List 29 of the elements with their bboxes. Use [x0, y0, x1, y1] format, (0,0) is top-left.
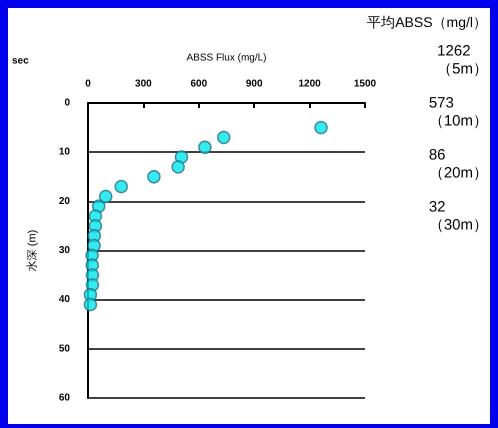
y-tick-label: 30	[58, 245, 70, 256]
y-tick-label: 0	[64, 98, 70, 108]
point	[147, 170, 161, 184]
y-tick-label: 50	[58, 343, 70, 354]
x-tick-label: 600	[190, 78, 208, 90]
x-tick-label: 300	[135, 78, 152, 90]
y-tick-label: 20	[58, 196, 70, 207]
x-tick-label: 900	[246, 78, 263, 90]
point	[198, 140, 212, 154]
point	[98, 190, 112, 204]
text: 32 （30m）	[428, 198, 488, 234]
text: 平均ABSS（mg/l）	[367, 14, 488, 30]
text: 573 （10m）	[428, 94, 488, 130]
point	[314, 120, 328, 134]
x-axis-title: ABSS Flux (mg/L)	[186, 52, 267, 64]
text: 1262 （5m）	[437, 42, 488, 78]
y-tick-label: 40	[58, 294, 70, 306]
y-tick-label: 10	[58, 146, 70, 158]
text: 86 （20m）	[428, 146, 488, 182]
y-axis-title: 水深 (m)	[26, 230, 38, 272]
point	[114, 180, 128, 194]
x-tick-label: 1500	[354, 78, 377, 90]
point	[171, 160, 185, 174]
text: sec	[12, 56, 30, 66]
y-tick-label: 60	[58, 392, 70, 404]
x-tick-label: 0	[85, 78, 92, 90]
point	[216, 130, 230, 144]
x-tick-label: 1200	[298, 78, 322, 90]
point	[84, 298, 98, 312]
